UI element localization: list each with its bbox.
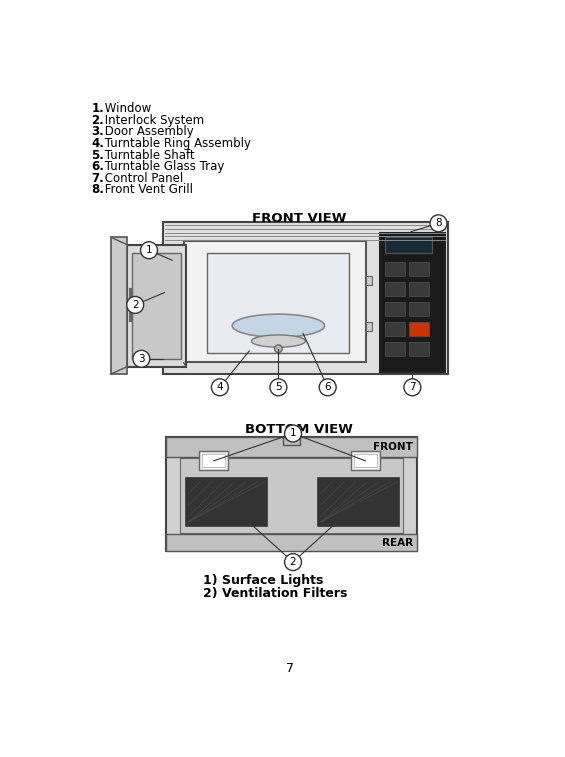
Bar: [385, 302, 405, 316]
Text: 7: 7: [409, 382, 416, 392]
Text: 2: 2: [132, 300, 138, 310]
Text: 7.: 7.: [92, 172, 104, 185]
Text: Window: Window: [101, 102, 151, 115]
Bar: [351, 451, 380, 470]
Bar: [132, 253, 181, 359]
Text: BOTTOM VIEW: BOTTOM VIEW: [245, 423, 353, 437]
Bar: [385, 262, 405, 276]
Circle shape: [319, 378, 336, 396]
Circle shape: [285, 425, 302, 442]
Circle shape: [430, 215, 447, 232]
Text: 5.: 5.: [92, 148, 104, 161]
Bar: [409, 342, 429, 356]
Text: Interlock System: Interlock System: [101, 114, 205, 127]
Bar: [283, 438, 300, 445]
Bar: [163, 222, 448, 374]
Bar: [409, 262, 429, 276]
Bar: [166, 438, 417, 456]
Bar: [409, 302, 429, 316]
Bar: [385, 237, 432, 253]
Text: 2.: 2.: [92, 114, 104, 127]
Circle shape: [133, 350, 150, 367]
Text: Front Vent Grill: Front Vent Grill: [101, 183, 193, 196]
Circle shape: [141, 241, 158, 259]
Bar: [111, 237, 128, 374]
Bar: [409, 322, 429, 335]
Text: Turntable Shaft: Turntable Shaft: [101, 148, 195, 161]
Circle shape: [211, 378, 228, 396]
Text: 6: 6: [324, 382, 331, 392]
Bar: [166, 438, 417, 551]
Text: 3: 3: [138, 354, 145, 364]
Bar: [366, 276, 372, 285]
Text: 5: 5: [275, 382, 282, 392]
Bar: [380, 233, 445, 372]
Text: 8.: 8.: [92, 183, 104, 196]
Bar: [199, 451, 228, 470]
Text: FRONT: FRONT: [373, 442, 413, 452]
Text: 1: 1: [290, 428, 296, 438]
Bar: [354, 454, 377, 467]
Text: Turntable Glass Tray: Turntable Glass Tray: [101, 160, 225, 173]
Text: 2) Ventilation Filters: 2) Ventilation Filters: [203, 587, 347, 600]
Text: 4.: 4.: [92, 137, 104, 150]
Bar: [366, 322, 372, 331]
Bar: [385, 322, 405, 335]
Text: Control Panel: Control Panel: [101, 172, 184, 185]
Circle shape: [270, 378, 287, 396]
Bar: [319, 478, 399, 526]
Bar: [385, 282, 405, 296]
Text: REAR: REAR: [382, 537, 413, 548]
Ellipse shape: [232, 314, 325, 337]
Circle shape: [285, 553, 302, 571]
Bar: [409, 282, 429, 296]
Bar: [202, 454, 225, 467]
Bar: [184, 241, 366, 362]
Text: 1: 1: [146, 245, 153, 255]
Text: 3.: 3.: [92, 126, 104, 139]
Text: 7: 7: [286, 662, 294, 675]
Bar: [180, 458, 403, 533]
Text: 2: 2: [290, 557, 296, 567]
Text: Door Assembly: Door Assembly: [101, 126, 194, 139]
Circle shape: [127, 297, 144, 313]
Circle shape: [404, 378, 421, 396]
Circle shape: [275, 345, 282, 353]
Ellipse shape: [251, 335, 305, 347]
Text: 8: 8: [435, 218, 442, 229]
Text: Turntable Ring Assembly: Turntable Ring Assembly: [101, 137, 251, 150]
Text: 1) Surface Lights: 1) Surface Lights: [203, 575, 323, 587]
Text: 6.: 6.: [92, 160, 104, 173]
Bar: [186, 478, 267, 526]
Bar: [128, 245, 186, 366]
Bar: [207, 253, 349, 353]
Bar: [166, 534, 417, 551]
Text: FRONT VIEW: FRONT VIEW: [252, 213, 346, 226]
Bar: [385, 342, 405, 356]
Text: 1.: 1.: [92, 102, 104, 115]
Text: 4: 4: [216, 382, 223, 392]
